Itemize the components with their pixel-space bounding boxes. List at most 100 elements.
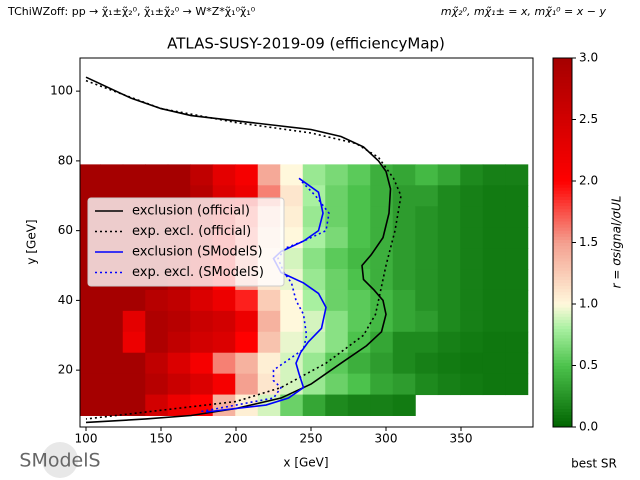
heat-cell [80, 373, 101, 396]
heat-cell [482, 352, 506, 375]
colorbar-slice [553, 408, 572, 413]
colorbar-slice [553, 97, 572, 102]
heat-cell [212, 289, 236, 312]
colorbar-slice [553, 414, 572, 419]
heat-cell [370, 185, 394, 207]
heat-cell [325, 248, 349, 270]
heat-cell [190, 373, 214, 396]
heat-cell [122, 164, 146, 186]
colorbar-slice [553, 288, 572, 293]
heat-cell [437, 227, 461, 249]
heat-cell [167, 310, 191, 333]
colorbar-slice [553, 214, 572, 219]
heat-cell [415, 164, 439, 186]
x-tick-label: 300 [375, 432, 398, 446]
heat-cell [415, 373, 439, 396]
heat-cell [437, 269, 461, 291]
colorbar-slice [553, 368, 572, 373]
colorbar-slice [553, 248, 572, 253]
heat-cell [257, 164, 281, 186]
heat-cell [80, 289, 101, 312]
colorbar-slice [553, 399, 572, 403]
heat-cell [347, 373, 371, 396]
colorbar-slice [553, 110, 572, 114]
heat-cell [392, 352, 416, 375]
colorbar-slice [553, 147, 572, 151]
colorbar-slice [553, 85, 572, 90]
colorbar-slice [553, 137, 572, 142]
colorbar-slice [553, 217, 572, 222]
colorbar-slice [553, 101, 572, 105]
heat-cell [415, 331, 439, 354]
x-tick-label: 250 [300, 432, 323, 446]
colorbar-slice [553, 300, 572, 305]
colorbar-slice [553, 187, 572, 191]
heat-cell [505, 373, 529, 396]
heat-cell [392, 310, 416, 333]
colorbar-slice [553, 356, 572, 360]
heat-cell [505, 352, 529, 375]
heat-cell [212, 373, 236, 396]
legend-box [87, 197, 285, 287]
heat-cell [415, 310, 439, 333]
heat-cell [370, 289, 394, 312]
y-tick-label: 100 [50, 84, 73, 98]
colorbar-tick-label: 2.0 [579, 174, 598, 188]
colorbar-slice [553, 316, 572, 320]
colorbar-slice [553, 313, 572, 317]
heat-cell [370, 269, 394, 291]
colorbar-slice [553, 61, 572, 65]
heat-cell [482, 289, 506, 312]
heat-cell [392, 206, 416, 228]
heat-cell [100, 331, 124, 354]
heat-cell [505, 164, 529, 186]
colorbar-tick-label: 3.0 [579, 51, 598, 65]
heat-cell [482, 164, 506, 186]
heat-cell [437, 373, 461, 396]
heat-cell [302, 269, 326, 291]
heat-cell [505, 331, 529, 354]
colorbar-slice [553, 393, 572, 397]
colorbar-slice [553, 202, 572, 207]
logo: SModelS [19, 442, 101, 478]
legend-label: exclusion (SModelS) [132, 245, 263, 260]
colorbar-slice [553, 104, 572, 108]
heat-cell [122, 289, 146, 312]
colorbar-slice [553, 190, 572, 194]
colorbar-slice [553, 380, 572, 385]
colorbar-slice [553, 377, 572, 382]
heat-cell [415, 248, 439, 270]
heat-cell [190, 331, 214, 354]
heat-cell [415, 289, 439, 312]
colorbar-slice [553, 224, 572, 228]
colorbar-slice [553, 331, 572, 336]
heat-cell [370, 352, 394, 375]
heat-cell [482, 310, 506, 333]
heat-cell [392, 248, 416, 270]
heat-cell [460, 289, 484, 312]
heat-cell [505, 185, 529, 207]
heat-cell [280, 394, 304, 416]
contour-line [198, 181, 330, 413]
heat-cell [482, 206, 506, 228]
colorbar-slice [553, 174, 572, 179]
legend: exclusion (official) exp. excl. (official… [87, 197, 285, 287]
colorbar-slice [553, 73, 572, 77]
heat-cell [100, 352, 124, 375]
heat-cell [415, 227, 439, 249]
colorbar-slice [553, 350, 572, 354]
heat-cell [370, 248, 394, 270]
colorbar-slice [553, 334, 572, 339]
heat-cell [392, 394, 416, 416]
colorbar-tick-label: 0.0 [579, 420, 598, 434]
heat-cell [460, 206, 484, 228]
heat-cell [392, 289, 416, 312]
colorbar-slice [553, 208, 572, 213]
heat-cell [190, 289, 214, 312]
colorbar-slice [553, 162, 572, 167]
heat-cell [505, 310, 529, 333]
chart-title: ATLAS-SUSY-2019-09 (efficiencyMap) [167, 35, 445, 53]
colorbar-slice [553, 67, 572, 71]
colorbar-slice [553, 343, 572, 348]
colorbar-slice [553, 319, 572, 323]
